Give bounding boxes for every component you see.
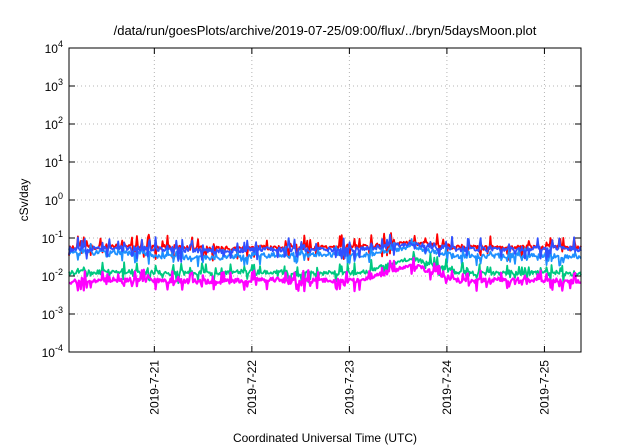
y-tick-label: 10-1 (42, 229, 63, 246)
chart-title: /data/run/goesPlots/archive/2019-07-25/0… (114, 23, 537, 38)
x-tick-label: 2019-7-22 (245, 360, 259, 415)
series-line-5 (68, 233, 582, 263)
x-axis-label: Coordinated Universal Time (UTC) (233, 431, 417, 445)
x-tick-label: 2019-7-25 (537, 360, 551, 415)
series-lines (68, 232, 582, 293)
y-tick-label: 10-3 (42, 305, 63, 322)
y-tick-label: 10-2 (42, 267, 63, 284)
x-tick-label: 2019-7-21 (147, 360, 161, 415)
x-tick-label: 2019-7-24 (440, 360, 454, 415)
y-tick-label: 102 (45, 115, 63, 132)
y-axis-label: cSv/day (17, 179, 31, 222)
y-tick-label: 104 (45, 39, 63, 56)
series-line-4 (68, 256, 582, 293)
series-line-3 (68, 250, 582, 285)
y-tick-label: 10-4 (42, 343, 63, 360)
axes: 10-4 10-3 10-2 10-1 100 101 102 103 104 2019-7-21… (42, 39, 581, 415)
y-tick-label: 101 (45, 153, 63, 170)
y-tick-label: 100 (45, 191, 63, 208)
y-tick-label: 103 (45, 77, 63, 94)
series-line-2 (68, 238, 582, 268)
x-tick-label: 2019-7-23 (342, 360, 356, 415)
grid (69, 48, 581, 352)
